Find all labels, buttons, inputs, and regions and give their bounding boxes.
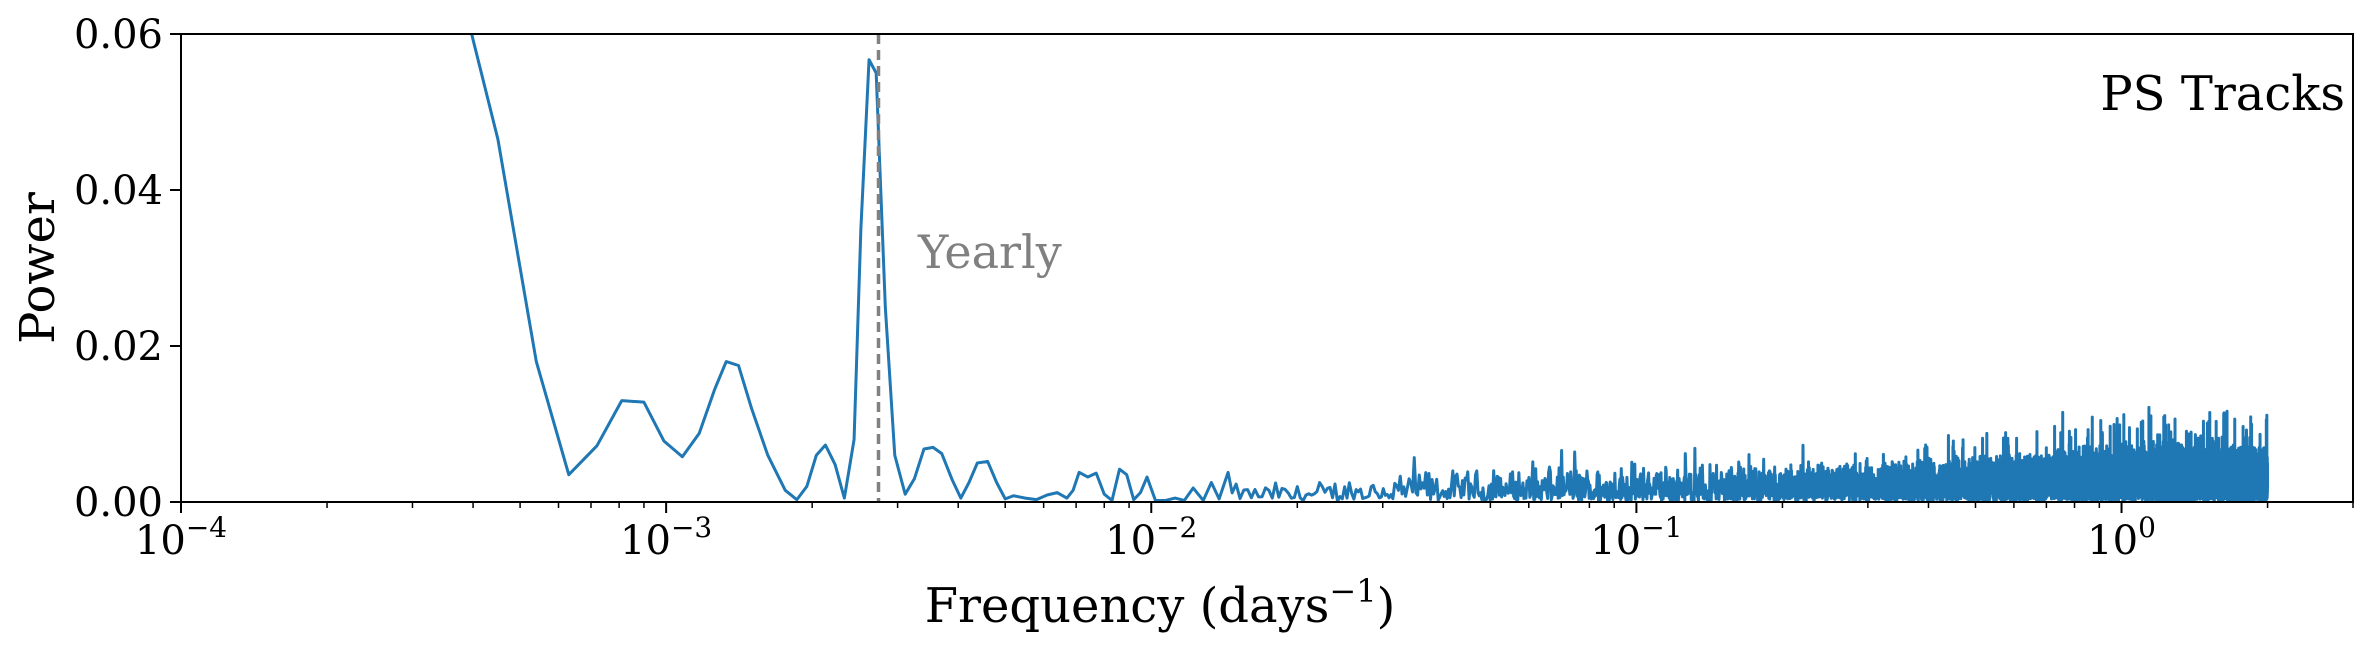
x-axis-label-suffix: ) <box>1377 578 1396 634</box>
y-axis-ticks: 0.00 0.02 0.04 0.06 <box>74 12 181 526</box>
x-tick-label-exp: −4 <box>186 511 227 544</box>
x-axis-label-main: Frequency (days <box>925 578 1330 634</box>
x-tick-label-exp: −2 <box>1156 511 1197 544</box>
x-tick-label: 10−4 <box>135 511 227 564</box>
y-tick-label: 0.06 <box>74 12 163 58</box>
annotation-yearly: Yearly <box>917 225 1062 279</box>
series-line <box>470 34 2270 502</box>
x-axis-label: Frequency (days−1) <box>925 572 1396 634</box>
x-tick-label-exp: 0 <box>2138 511 2156 544</box>
y-tick-label: 0.00 <box>74 480 163 526</box>
x-tick-label-base: 10 <box>2087 518 2138 564</box>
y-axis-label: Power <box>10 192 66 344</box>
x-tick-label-base: 10 <box>620 518 671 564</box>
x-tick-label: 10−1 <box>1590 511 1682 564</box>
x-axis-label-sup: −1 <box>1329 572 1376 610</box>
y-tick-label: 0.02 <box>74 324 163 370</box>
x-tick-label-exp: −3 <box>671 511 712 544</box>
x-axis-ticks: 10−4 10−3 10−2 10−1 100 <box>135 502 2354 564</box>
x-tick-label-base: 10 <box>135 518 186 564</box>
plot-frame <box>180 33 2354 503</box>
x-tick-label: 10−3 <box>620 511 712 564</box>
x-tick-label: 10−2 <box>1105 511 1197 564</box>
x-tick-label-base: 10 <box>1105 518 1156 564</box>
series-layer <box>470 34 2270 502</box>
x-tick-label-exp: −1 <box>1641 511 1682 544</box>
x-tick-label: 100 <box>2087 511 2156 564</box>
x-tick-label-base: 10 <box>1590 518 1641 564</box>
panel-label: PS Tracks <box>2100 66 2345 122</box>
y-tick-label: 0.04 <box>74 168 163 214</box>
